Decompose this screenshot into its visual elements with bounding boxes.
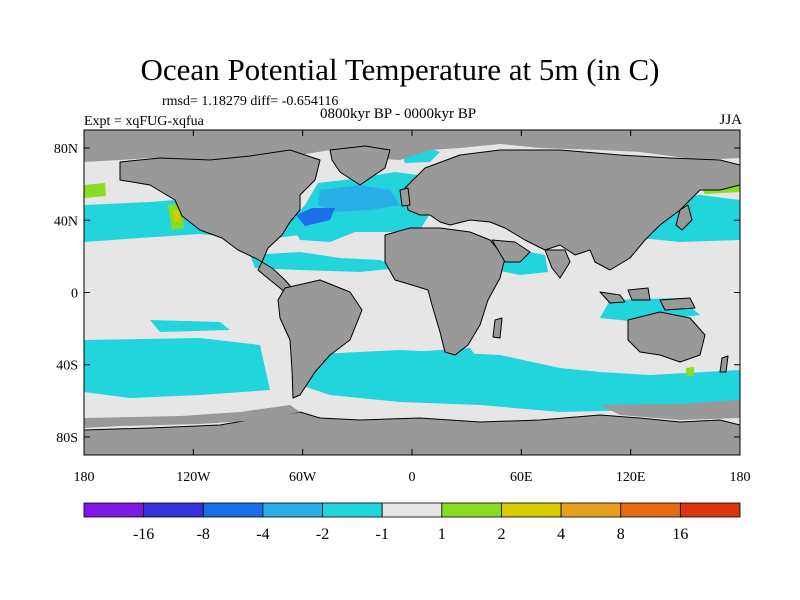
land-arabia bbox=[491, 239, 531, 263]
land-madagascar bbox=[492, 317, 503, 339]
shading-tropical-atlantic bbox=[250, 252, 400, 272]
latitude-axis: 80N 40N 0 40S 80S bbox=[54, 142, 740, 446]
land-japan bbox=[675, 204, 693, 231]
colorbar-swatch bbox=[381, 502, 443, 518]
colorbar-swatch bbox=[501, 502, 562, 518]
season-label: JJA bbox=[719, 112, 742, 128]
colorbar-swatch bbox=[441, 502, 502, 518]
period-line: 0800kyr BP - 0000kyr BP bbox=[320, 106, 477, 122]
land-arctic bbox=[84, 130, 740, 162]
land-greenland bbox=[329, 145, 391, 186]
colorbar-swatch bbox=[202, 502, 264, 518]
colorbar-swatch bbox=[620, 502, 681, 518]
colorbar-label: -2 bbox=[316, 526, 329, 543]
land-new-zealand bbox=[719, 355, 729, 373]
experiment-label: Expt = xqFUG-xqfua bbox=[84, 114, 204, 129]
lon-tick-label: 120E bbox=[616, 470, 646, 485]
lat-tick-label: 80S bbox=[56, 431, 78, 446]
colorbar-swatch bbox=[560, 502, 622, 518]
land-masses bbox=[84, 130, 740, 455]
colorbar-swatch bbox=[322, 502, 383, 518]
shading-gulf-stream bbox=[296, 208, 335, 226]
colorbar-label: -4 bbox=[256, 526, 269, 543]
sea-ice-south bbox=[84, 405, 300, 428]
shading-southern-ocean bbox=[300, 350, 740, 412]
land-africa bbox=[384, 227, 506, 356]
land-sumatra bbox=[599, 291, 626, 304]
longitude-axis: 180 120W 60W 0 60E 120E 180 bbox=[74, 130, 751, 485]
land-british-isles bbox=[399, 187, 411, 207]
lon-tick-label: 180 bbox=[74, 470, 95, 485]
shading-south-pacific bbox=[84, 338, 270, 398]
colorbar-swatch bbox=[679, 502, 741, 518]
sea-ice-south-east bbox=[600, 400, 740, 420]
shading-tasman-warm bbox=[686, 367, 694, 376]
land-new-guinea bbox=[659, 297, 696, 311]
lat-tick-label: 40S bbox=[56, 359, 78, 374]
lon-tick-label: 60E bbox=[510, 470, 533, 485]
colorbar-label: 1 bbox=[438, 526, 446, 543]
land-eurasia bbox=[404, 149, 740, 271]
lat-tick-label: 40N bbox=[54, 214, 78, 229]
colorbar-label: 8 bbox=[617, 526, 625, 543]
colorbar-label: 2 bbox=[497, 526, 505, 543]
land-north-america bbox=[119, 149, 321, 263]
lon-tick-label: 60W bbox=[289, 470, 317, 485]
colorbar-swatch bbox=[83, 502, 145, 518]
shading-bering-warm bbox=[84, 183, 106, 198]
map-title: Ocean Potential Temperature at 5m (in C) bbox=[140, 52, 660, 87]
lon-tick-label: 120W bbox=[176, 470, 211, 485]
shading-south-pacific-band bbox=[150, 320, 230, 332]
land-india bbox=[544, 249, 571, 279]
lat-tick-label: 80N bbox=[54, 142, 78, 157]
shading-north-atlantic-mid bbox=[318, 185, 400, 212]
land-borneo bbox=[627, 287, 651, 301]
lon-tick-label: 0 bbox=[409, 470, 416, 485]
colorbar-label: 16 bbox=[672, 526, 688, 543]
lat-tick-label: 0 bbox=[71, 287, 78, 302]
map-plot-area bbox=[84, 130, 740, 455]
lon-tick-label: 180 bbox=[730, 470, 751, 485]
colorbar-label: -16 bbox=[133, 526, 154, 543]
land-australia bbox=[627, 311, 706, 363]
colorbar-label: -1 bbox=[376, 526, 389, 543]
shading-south-atlantic bbox=[410, 348, 480, 368]
shading-nepac-warmer bbox=[173, 210, 180, 222]
colorbar: -16 -8 -4 -2 -1 1 2 4 8 16 bbox=[83, 502, 741, 543]
colorbar-swatch bbox=[143, 502, 204, 518]
colorbar-swatch bbox=[262, 502, 323, 518]
land-south-america bbox=[277, 279, 363, 399]
stats-line: rmsd= 1.18279 diff= -0.654116 bbox=[162, 94, 339, 109]
colorbar-label: 4 bbox=[557, 526, 565, 543]
colorbar-label: -8 bbox=[197, 526, 210, 543]
